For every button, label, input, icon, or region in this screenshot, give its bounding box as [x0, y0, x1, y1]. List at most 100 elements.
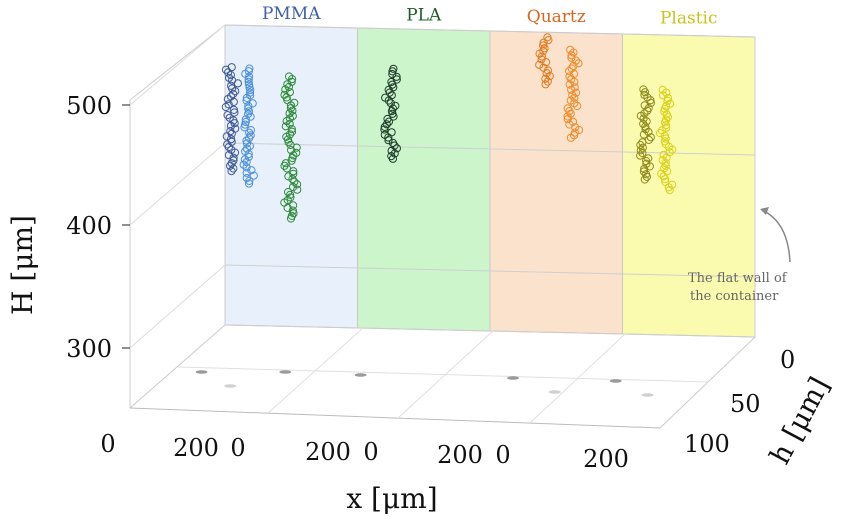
data-point	[380, 125, 389, 134]
series-plastic-2	[655, 85, 677, 195]
data-point	[535, 60, 544, 69]
data-point	[242, 139, 252, 148]
data-point	[570, 128, 580, 137]
floor-front-edge	[129, 407, 661, 429]
data-point	[570, 83, 579, 92]
data-point	[641, 125, 650, 134]
data-point	[658, 126, 667, 135]
panel-label-plastic: Plastic	[660, 9, 718, 29]
data-point	[392, 72, 401, 81]
data-point	[290, 98, 299, 108]
data-point	[655, 129, 665, 138]
data-point	[644, 135, 654, 144]
panel-label-quartz: Quartz	[527, 7, 586, 27]
data-point	[289, 182, 298, 192]
x-tick-label-0-d: 0	[495, 441, 510, 469]
data-point	[288, 175, 297, 184]
data-point	[227, 167, 236, 176]
data-point	[245, 176, 254, 185]
data-point	[226, 71, 235, 80]
data-point	[658, 85, 667, 95]
axes-box	[129, 24, 756, 429]
box-edge-left-top	[129, 24, 226, 101]
data-point	[384, 136, 393, 145]
floor-projection-quartz-2	[548, 390, 561, 394]
data-point	[245, 88, 255, 97]
data-point	[249, 171, 258, 180]
panel-label-pla: PLA	[406, 6, 442, 26]
data-point	[293, 185, 302, 194]
data-point	[280, 90, 289, 99]
data-point	[571, 88, 581, 97]
data-point	[663, 94, 673, 103]
data-point	[285, 130, 295, 139]
data-point	[543, 33, 552, 42]
x-axis: 0 200 0 200 0 200 0 200 x [μm]	[100, 430, 629, 515]
data-point	[661, 177, 670, 186]
data-point	[537, 52, 547, 61]
data-point	[242, 136, 251, 145]
data-point	[242, 168, 251, 177]
data-point	[283, 80, 292, 89]
data-point	[241, 115, 250, 124]
data-point	[285, 114, 294, 123]
data-point	[242, 163, 251, 172]
data-point	[281, 159, 290, 168]
floor-grid-h	[177, 366, 709, 383]
series-pla-1	[380, 64, 401, 163]
data-point	[644, 104, 653, 113]
wall-annotation: The flat wall of the container	[688, 207, 791, 304]
data-point	[288, 206, 297, 215]
data-point	[662, 123, 671, 132]
data-point	[392, 75, 401, 84]
data-point	[639, 114, 648, 123]
floor-projection-pmma-1	[195, 370, 208, 374]
data-point	[543, 77, 552, 86]
series-quartz-1	[535, 33, 554, 89]
data-point	[239, 160, 248, 169]
data-point	[286, 140, 295, 149]
data-point	[228, 76, 237, 85]
data-point	[223, 140, 232, 149]
data-point	[229, 156, 238, 165]
data-point	[563, 104, 572, 113]
data-point	[285, 88, 294, 97]
x-tick-label-200-b: 200	[305, 438, 351, 466]
data-point	[245, 64, 254, 73]
data-point	[286, 190, 295, 199]
data-point	[392, 144, 401, 153]
data-point	[642, 156, 651, 166]
data-point	[660, 107, 669, 116]
data-point	[565, 67, 574, 76]
data-point	[640, 164, 649, 173]
data-point	[284, 188, 293, 197]
data-point	[565, 72, 574, 81]
data-point	[283, 195, 292, 205]
data-point	[286, 193, 295, 202]
panel-bg-quartz	[489, 30, 623, 335]
data-point	[292, 148, 301, 157]
data-point	[646, 96, 655, 105]
data-point	[541, 80, 550, 89]
data-point	[285, 72, 294, 81]
H-axis: 500 400 300 H [μm]	[6, 92, 130, 363]
x-tick-label-200-c: 200	[437, 441, 483, 469]
data-point	[646, 133, 655, 142]
annotation-arrow	[761, 209, 791, 263]
x-axis-label: x [μm]	[346, 482, 437, 515]
series-plastic-1	[636, 85, 656, 184]
data-point	[227, 63, 236, 72]
x-tick-label-0-c: 0	[363, 438, 378, 466]
data-point	[539, 41, 548, 50]
data-point	[571, 56, 581, 65]
data-point	[247, 166, 256, 175]
side-grid-300	[129, 264, 226, 349]
data-point	[246, 112, 255, 121]
data-point	[661, 158, 670, 168]
data-point	[663, 96, 672, 105]
h-tick-label-0: 0	[780, 346, 795, 374]
data-point	[662, 115, 671, 124]
data-point	[388, 70, 397, 79]
data-point	[644, 154, 653, 163]
